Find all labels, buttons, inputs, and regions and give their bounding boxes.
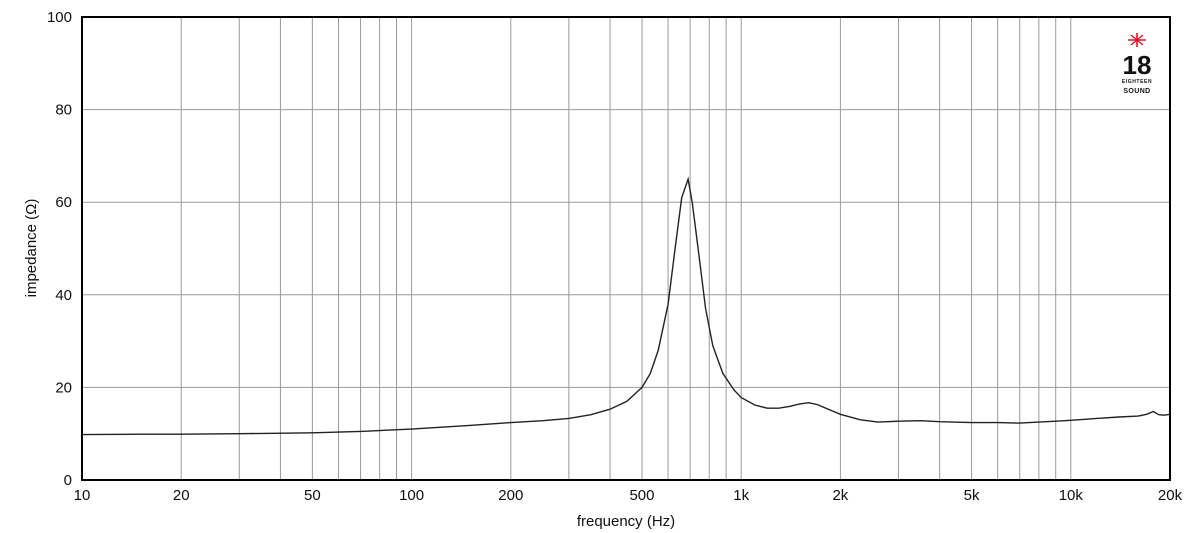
x-tick-label: 1k bbox=[733, 487, 749, 504]
y-tick-labels: 0 20 40 60 80 100 bbox=[47, 9, 72, 489]
impedance-curve bbox=[81, 176, 1171, 436]
y-axis-title: impedance (Ω) bbox=[23, 199, 40, 298]
x-tick-label: 10k bbox=[1059, 487, 1084, 504]
x-tick-label: 200 bbox=[498, 487, 523, 504]
eighteen-sound-logo: 18 EIGHTEEN SOUND bbox=[1122, 33, 1152, 95]
y-tick-label: 80 bbox=[55, 102, 72, 119]
y-tick-label: 100 bbox=[47, 9, 72, 26]
x-tick-label: 2k bbox=[832, 487, 848, 504]
logo-line1: EIGHTEEN bbox=[1122, 79, 1152, 85]
logo-line2: SOUND bbox=[1123, 88, 1150, 95]
x-tick-label: 5k bbox=[964, 487, 980, 504]
plot-frame bbox=[81, 16, 1171, 481]
y-tick-label: 40 bbox=[55, 287, 72, 304]
x-tick-label: 500 bbox=[629, 487, 654, 504]
grid-layer bbox=[82, 17, 1170, 480]
x-axis-title: frequency (Hz) bbox=[577, 513, 675, 530]
red-star-icon bbox=[1128, 33, 1146, 47]
y-tick-label: 0 bbox=[64, 472, 72, 489]
x-tick-label: 10 bbox=[74, 487, 91, 504]
y-tick-label: 20 bbox=[55, 379, 72, 396]
x-tick-label: 50 bbox=[304, 487, 321, 504]
curve-layer bbox=[81, 176, 1171, 436]
x-tick-labels: 10 20 50 100 200 500 1k 2k 5k 10k 20k bbox=[74, 487, 1183, 504]
logo-number: 18 bbox=[1123, 50, 1152, 80]
x-tick-label: 20k bbox=[1158, 487, 1183, 504]
y-tick-label: 60 bbox=[55, 194, 72, 211]
x-tick-label: 100 bbox=[399, 487, 424, 504]
x-tick-label: 20 bbox=[173, 487, 190, 504]
